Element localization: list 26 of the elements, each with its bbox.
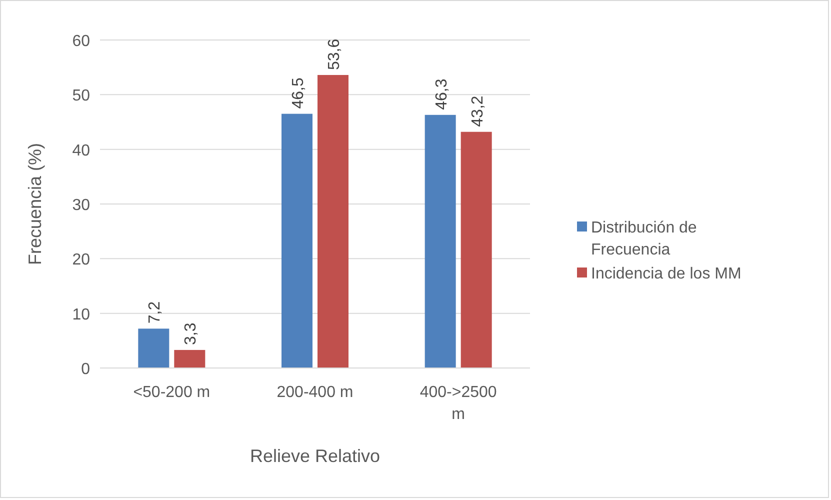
data-label: 46,3 <box>433 78 450 110</box>
bar <box>318 74 348 368</box>
bar <box>174 350 206 368</box>
legend-label: Distribución de Frecuencia <box>591 220 697 258</box>
data-label: 46,5 <box>290 78 307 109</box>
x-tick-label: 400->2500 m <box>420 384 497 423</box>
x-tick-label: <50-200 m <box>133 384 210 401</box>
y-tick-label: 10 <box>72 306 90 324</box>
bar <box>138 328 170 368</box>
x-axis-title: Relieve Relativo <box>250 446 380 466</box>
data-label: 53,6 <box>326 38 343 70</box>
y-tick-label: 0 <box>81 361 90 378</box>
bar <box>282 114 312 368</box>
bar <box>460 132 492 368</box>
y-axis-title: Frecuencia (%) <box>25 142 45 266</box>
bar <box>424 114 456 368</box>
data-label: 3,3 <box>182 322 200 345</box>
y-tick-label: 30 <box>72 197 90 214</box>
y-tick-label: 40 <box>72 142 90 160</box>
y-tick-label: 20 <box>72 252 90 269</box>
y-tick-label: 60 <box>72 33 90 50</box>
data-label: 43,2 <box>469 96 486 127</box>
y-tick-label: 50 <box>72 88 90 105</box>
x-tick-label: 200-400 m <box>276 384 354 401</box>
legend-label: Incidencia de los MM <box>591 266 742 282</box>
data-label: 7,2 <box>146 301 164 324</box>
